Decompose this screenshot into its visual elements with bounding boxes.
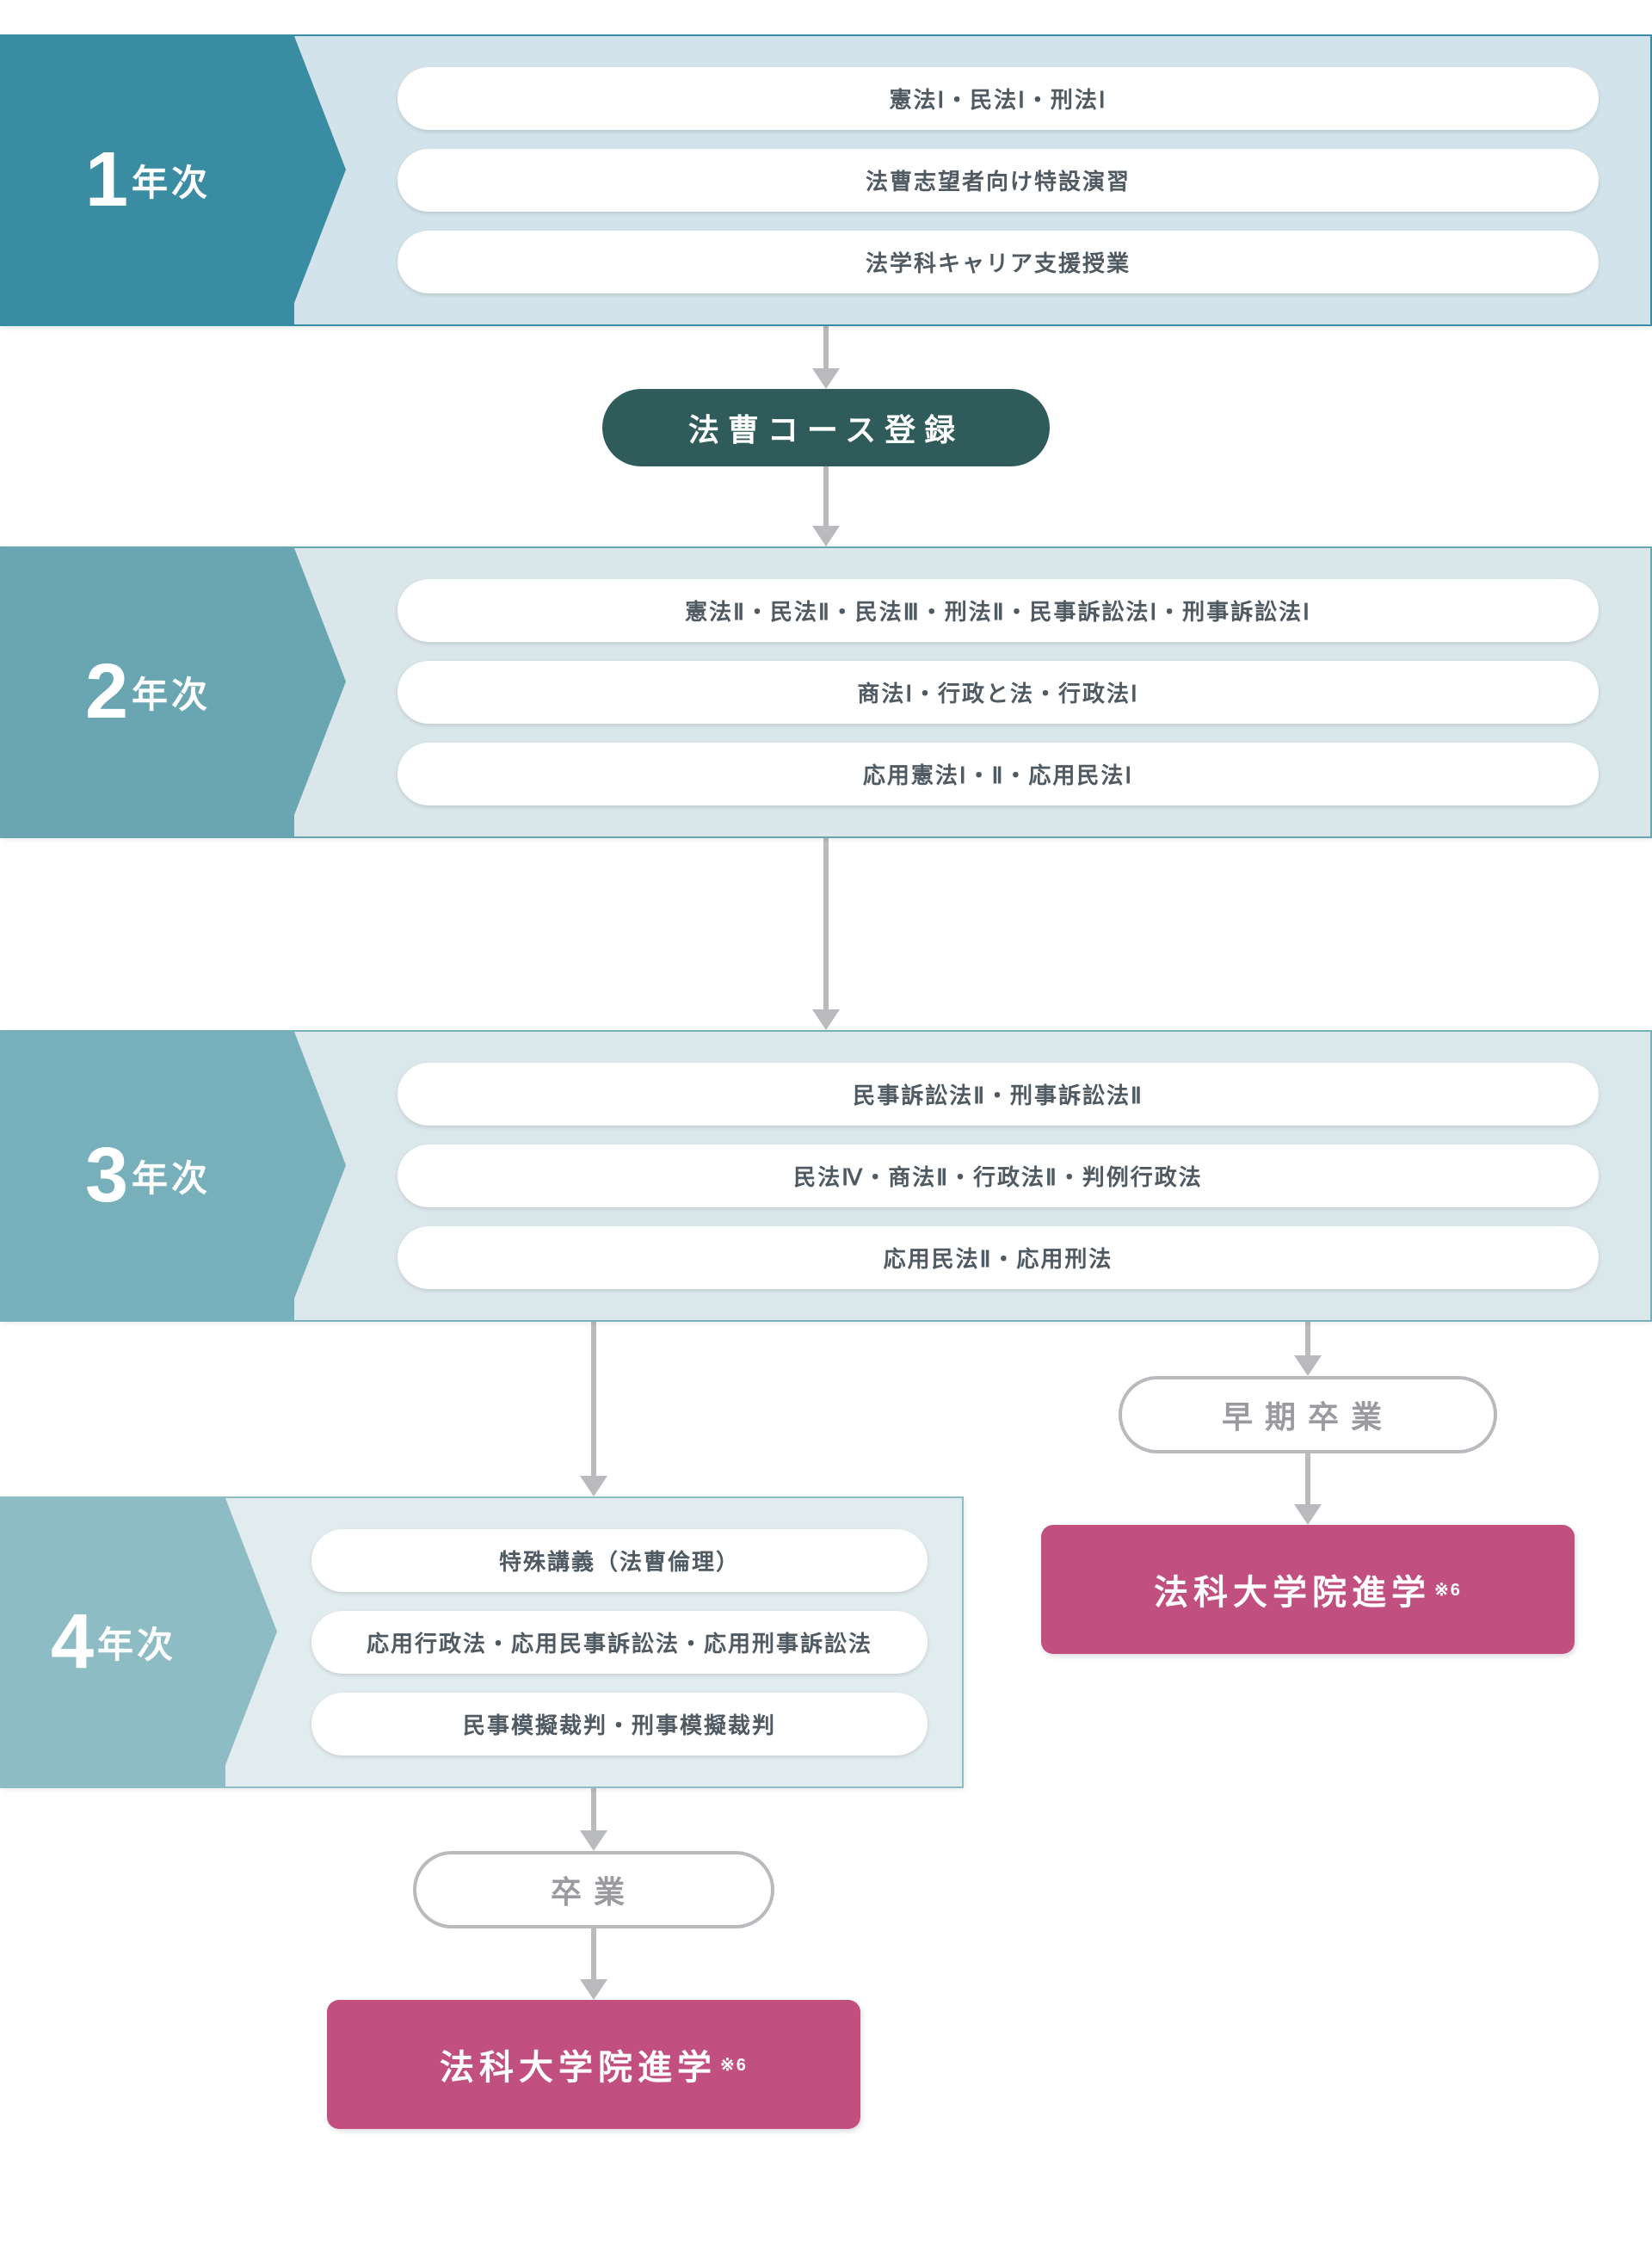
outcome-note: ※6	[720, 2054, 748, 2076]
year4-courses: 特殊講義（法曹倫理） 応用行政法・応用民事訴訟法・応用刑事訴訟法 民事模擬裁判・…	[225, 1498, 962, 1786]
register-badge: 法曹コース登録	[602, 389, 1050, 466]
outcome-note-early: ※6	[1434, 1579, 1462, 1601]
course-pill: 民法Ⅳ・商法Ⅱ・行政法Ⅱ・判例行政法	[398, 1145, 1599, 1207]
arrow-down	[0, 326, 1652, 389]
arrow-down	[580, 1788, 607, 1851]
arrow-down	[580, 1322, 607, 1496]
arrow-down	[1294, 1322, 1322, 1376]
early-graduation-badge: 早期卒業	[1119, 1376, 1497, 1453]
arrow-down	[0, 466, 1652, 546]
course-pill: 特殊講義（法曹倫理）	[311, 1529, 928, 1592]
year3-label: 3 年次	[2, 1032, 294, 1320]
branch-left: 4 年次 特殊講義（法曹倫理） 応用行政法・応用民事訴訟法・応用刑事訴訟法 民事…	[0, 1322, 964, 2129]
arrow-down	[580, 1928, 607, 2000]
year4-number: 4	[51, 1598, 94, 1687]
early-graduation-label: 早期卒業	[1222, 1392, 1394, 1437]
year4-label: 4 年次	[2, 1498, 225, 1786]
year2-number: 2	[85, 648, 128, 737]
year2-block: 2 年次 憲法Ⅱ・民法Ⅱ・民法Ⅲ・刑法Ⅱ・民事訴訟法Ⅰ・刑事訴訟法Ⅰ 商法Ⅰ・行…	[0, 546, 1652, 838]
course-pill: 憲法Ⅰ・民法Ⅰ・刑法Ⅰ	[398, 67, 1599, 130]
year2-label: 2 年次	[2, 548, 294, 836]
course-pill: 民事模擬裁判・刑事模擬裁判	[311, 1693, 928, 1755]
year3-block: 3 年次 民事訴訟法Ⅱ・刑事訴訟法Ⅱ 民法Ⅳ・商法Ⅱ・行政法Ⅱ・判例行政法 応用…	[0, 1030, 1652, 1322]
year4-suffix: 年次	[97, 1616, 176, 1669]
course-pill: 商法Ⅰ・行政と法・行政法Ⅰ	[398, 661, 1599, 724]
course-pill: 法曹志望者向け特設演習	[398, 149, 1599, 212]
branch-row: 4 年次 特殊講義（法曹倫理） 応用行政法・応用民事訴訟法・応用刑事訴訟法 民事…	[0, 1322, 1652, 2129]
outcome-label: 法科大学院進学	[440, 2039, 717, 2089]
year1-number: 1	[85, 136, 128, 225]
year1-label: 1 年次	[2, 36, 294, 324]
year1-suffix: 年次	[132, 154, 211, 207]
year2-suffix: 年次	[132, 666, 211, 719]
year1-courses: 憲法Ⅰ・民法Ⅰ・刑法Ⅰ 法曹志望者向け特設演習 法学科キャリア支援授業	[294, 36, 1650, 324]
year3-number: 3	[85, 1132, 128, 1220]
graduation-badge: 卒業	[413, 1851, 774, 1928]
course-pill: 憲法Ⅱ・民法Ⅱ・民法Ⅲ・刑法Ⅱ・民事訴訟法Ⅰ・刑事訴訟法Ⅰ	[398, 579, 1599, 642]
graduation-label: 卒業	[551, 1867, 637, 1912]
course-pill: 応用行政法・応用民事訴訟法・応用刑事訴訟法	[311, 1611, 928, 1674]
year1-block: 1 年次 憲法Ⅰ・民法Ⅰ・刑法Ⅰ 法曹志望者向け特設演習 法学科キャリア支援授業	[0, 34, 1652, 326]
arrow-down	[0, 838, 1652, 1030]
course-pill: 応用民法Ⅱ・応用刑法	[398, 1226, 1599, 1289]
course-pill: 民事訴訟法Ⅱ・刑事訴訟法Ⅱ	[398, 1063, 1599, 1126]
course-pill: 法学科キャリア支援授業	[398, 231, 1599, 293]
register-label: 法曹コース登録	[688, 405, 964, 450]
year3-suffix: 年次	[132, 1150, 211, 1202]
outcome-box-early: 法科大学院進学 ※6	[1041, 1525, 1575, 1654]
branch-right: 早期卒業 法科大学院進学 ※6	[964, 1322, 1652, 1654]
year2-courses: 憲法Ⅱ・民法Ⅱ・民法Ⅲ・刑法Ⅱ・民事訴訟法Ⅰ・刑事訴訟法Ⅰ 商法Ⅰ・行政と法・行…	[294, 548, 1650, 836]
outcome-box: 法科大学院進学 ※6	[327, 2000, 860, 2129]
outcome-label-early: 法科大学院進学	[1154, 1564, 1431, 1614]
course-pill: 応用憲法Ⅰ・Ⅱ・応用民法Ⅰ	[398, 743, 1599, 805]
arrow-down	[1294, 1453, 1322, 1525]
year3-courses: 民事訴訟法Ⅱ・刑事訴訟法Ⅱ 民法Ⅳ・商法Ⅱ・行政法Ⅱ・判例行政法 応用民法Ⅱ・応…	[294, 1032, 1650, 1320]
year4-block: 4 年次 特殊講義（法曹倫理） 応用行政法・応用民事訴訟法・応用刑事訴訟法 民事…	[0, 1496, 964, 1788]
